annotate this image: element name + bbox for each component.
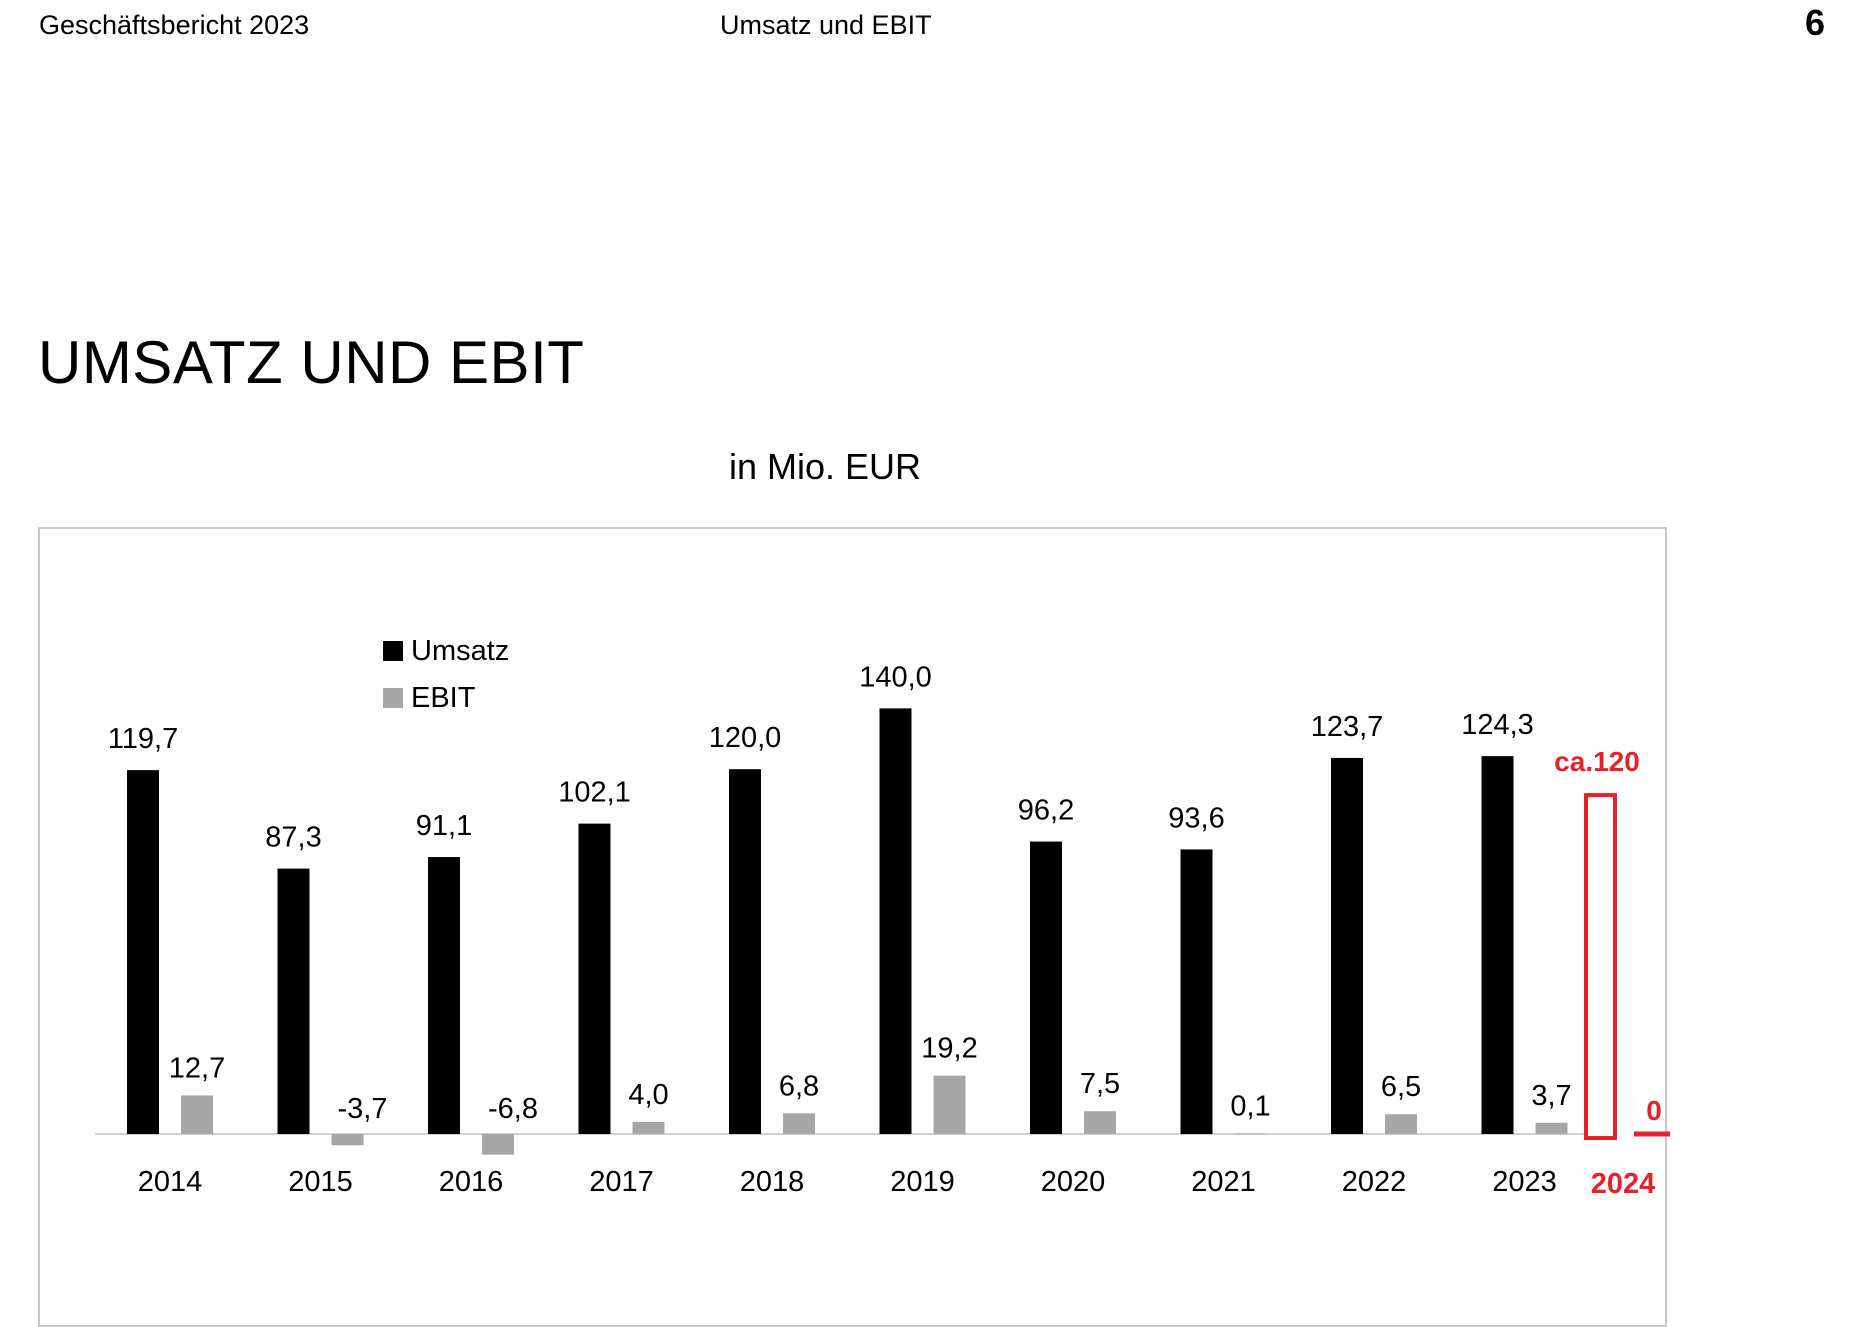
label-umsatz-2023: 124,3 [1461,709,1534,741]
page-title: UMSATZ UND EBIT [38,329,585,396]
label-ebit-2021: 0,1 [1230,1091,1270,1123]
bar-umsatz-2020 [1030,841,1062,1134]
legend-label-umsatz: Umsatz [411,635,509,667]
x-tick-2023: 2023 [1492,1166,1557,1198]
x-tick-2021: 2021 [1191,1166,1256,1198]
x-tick-2020: 2020 [1041,1166,1106,1198]
bar-umsatz-2014 [127,770,159,1134]
label-ebit-2023: 3,7 [1531,1080,1571,1112]
x-tick-2017: 2017 [589,1166,654,1198]
bar-ebit-2015 [331,1134,364,1146]
forecast-label-umsatz: ca.120 [1554,746,1640,777]
label-ebit-2020: 7,5 [1080,1068,1120,1100]
bar-ebit-2019 [933,1075,966,1134]
label-ebit-2017: 4,0 [628,1079,668,1111]
label-umsatz-2014: 119,7 [108,723,178,755]
bar-ebit-2021 [1234,1133,1267,1135]
label-ebit-2022: 6,5 [1381,1071,1421,1103]
x-tick-2015: 2015 [288,1166,353,1198]
label-ebit-2019: 19,2 [921,1033,977,1065]
legend-label-ebit: EBIT [411,682,476,714]
bar-umsatz-2016 [428,857,460,1134]
bar-umsatz-2015 [277,868,310,1134]
chart-subtitle: in Mio. EUR [728,446,922,487]
header-section-title: Umsatz und EBIT [720,10,932,40]
x-tick-2018: 2018 [740,1166,805,1198]
bar-umsatz-2018 [729,769,761,1134]
x-tick-2024: 2024 [1591,1168,1656,1200]
label-umsatz-2016: 91,1 [416,810,472,842]
legend-swatch-ebit [383,688,403,708]
bar-ebit-2016 [482,1134,514,1155]
bar-ebit-2022 [1385,1114,1417,1134]
header-report-title: Geschäftsbericht 2023 [39,10,310,40]
label-ebit-2016: -6,8 [488,1093,538,1125]
bar-umsatz-2017 [578,823,611,1134]
label-umsatz-2022: 123,7 [1311,711,1384,743]
bar-umsatz-2021 [1180,849,1213,1134]
bar-umsatz-2022 [1331,757,1363,1134]
x-tick-2019: 2019 [890,1166,955,1198]
legend-swatch-umsatz [383,641,403,661]
forecast-box-umsatz-2024 [1584,793,1617,1140]
label-umsatz-2019: 140,0 [859,661,932,693]
x-tick-2014: 2014 [138,1166,203,1198]
label-umsatz-2020: 96,2 [1018,795,1074,827]
label-ebit-2015: -3,7 [338,1093,388,1125]
bar-ebit-2018 [783,1113,815,1134]
x-tick-2022: 2022 [1342,1166,1407,1198]
label-umsatz-2018: 120,0 [709,722,782,754]
label-ebit-2018: 6,8 [779,1070,819,1102]
forecast-label-ebit: 0 [1646,1095,1662,1126]
label-umsatz-2021: 93,6 [1168,802,1224,834]
label-ebit-2014: 12,7 [169,1052,225,1084]
x-tick-2016: 2016 [439,1166,504,1198]
bar-ebit-2017 [632,1121,665,1134]
bar-umsatz-2019 [879,708,912,1134]
bar-ebit-2020 [1084,1111,1116,1134]
bar-ebit-2014 [181,1095,213,1134]
page-number: 6 [1804,2,1825,43]
label-umsatz-2015: 87,3 [265,822,321,854]
label-umsatz-2017: 102,1 [558,777,631,809]
bar-umsatz-2023 [1481,756,1514,1134]
bar-ebit-2023 [1535,1122,1568,1134]
